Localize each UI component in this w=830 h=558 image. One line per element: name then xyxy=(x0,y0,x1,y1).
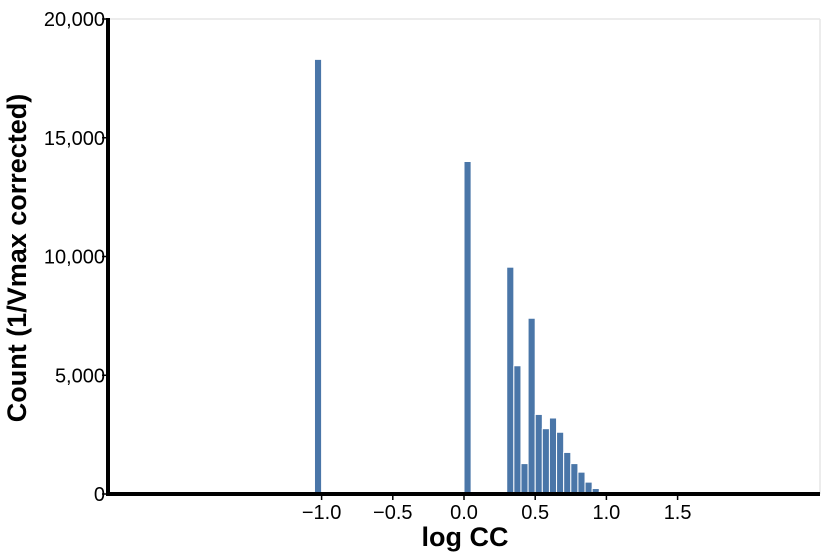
x-tick-label: −0.5 xyxy=(373,502,412,524)
y-tick-label: 15,000 xyxy=(44,128,105,150)
histogram-bar xyxy=(527,317,536,495)
y-ticks-group: 0 5,000 10,000 15,000 20,000 xyxy=(44,9,108,506)
y-tick-label: 20,000 xyxy=(44,9,105,31)
y-tick-label: 0 xyxy=(94,484,105,506)
histogram-bar xyxy=(463,161,472,495)
x-axis-title: log CC xyxy=(422,522,509,552)
bars-group xyxy=(313,58,615,495)
x-tick-label: 1.0 xyxy=(592,502,620,524)
y-tick-label: 10,000 xyxy=(44,247,105,269)
histogram-bar xyxy=(520,463,529,495)
histogram-bar xyxy=(506,266,515,495)
x-tick-label: −1.0 xyxy=(302,502,341,524)
axes-group xyxy=(106,18,820,496)
plot-frame xyxy=(108,18,821,494)
x-ticks-group: −1.0 −0.5 0.0 0.5 1.0 1.5 xyxy=(302,494,692,524)
histogram-bar xyxy=(570,463,579,495)
histogram-bar xyxy=(548,417,558,495)
x-tick-label: 1.5 xyxy=(664,502,692,524)
histogram-bar xyxy=(313,58,323,495)
histogram-bar xyxy=(563,451,572,495)
y-axis-title: Count (1/Vmax corrected) xyxy=(2,94,32,423)
y-tick-label: 5,000 xyxy=(55,365,105,387)
histogram-bar xyxy=(541,428,550,495)
histogram-bar xyxy=(577,471,586,495)
histogram-bar xyxy=(556,431,565,495)
x-tick-label: 0.0 xyxy=(450,502,478,524)
x-tick-label: 0.5 xyxy=(521,502,549,524)
histogram-bar xyxy=(534,413,543,495)
histogram-bar xyxy=(513,365,522,495)
